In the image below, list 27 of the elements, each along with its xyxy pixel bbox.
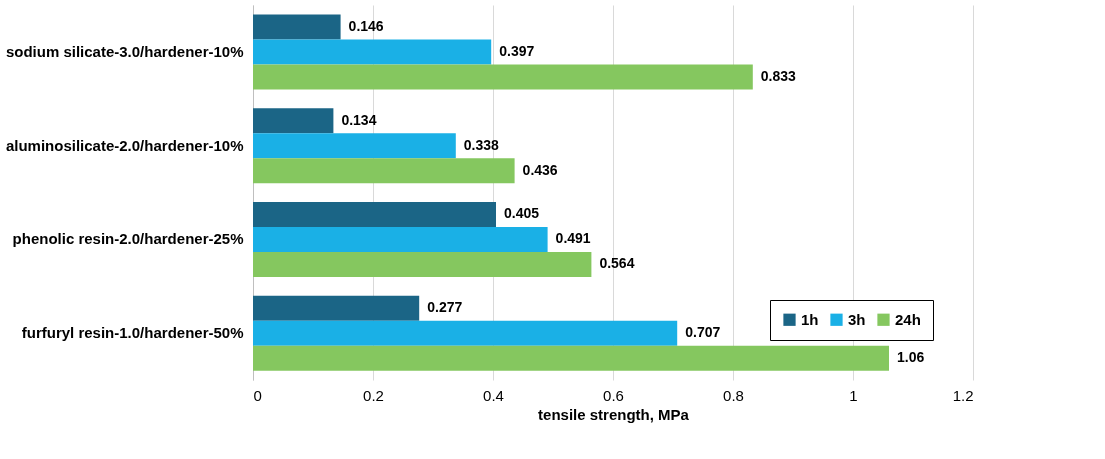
legend-label: 1h: [801, 310, 819, 328]
data-label: 0.436: [522, 161, 558, 178]
x-tick-label: 0.4: [483, 386, 504, 404]
data-label: 0.564: [599, 255, 635, 272]
x-tick-label: 0.6: [603, 386, 624, 404]
data-label: 0.707: [685, 324, 721, 341]
data-label: 1.06: [897, 349, 925, 366]
y-tick-label: sodium silicate-3.0/hardener-10%: [5, 42, 244, 60]
x-tick-label: 1: [849, 386, 858, 404]
data-label: 0.405: [504, 205, 540, 222]
data-label: 0.833: [760, 67, 797, 84]
x-axis-title: tensile strength, MPa: [538, 405, 690, 423]
x-tick-label: 0: [253, 386, 262, 404]
y-tick-label: phenolic resin-2.0/hardener-25%: [12, 230, 244, 248]
legend-label: 3h: [848, 310, 866, 328]
legend-label: 24h: [895, 310, 921, 328]
x-tick-label: 0.2: [363, 386, 384, 404]
data-label: 0.491: [555, 230, 591, 247]
data-label: 0.277: [427, 299, 463, 316]
x-tick-label: 0.8: [723, 386, 744, 404]
data-label: 0.134: [341, 111, 377, 128]
y-tick-label: aluminosilicate-2.0/hardener-10%: [5, 136, 244, 154]
data-label: 0.338: [463, 136, 500, 153]
x-tick-label: 1.2: [952, 386, 974, 404]
data-label: 0.397: [499, 42, 535, 59]
y-tick-label: furfuryl resin-1.0/hardener-50%: [21, 324, 244, 342]
data-label: 0.146: [348, 17, 384, 34]
